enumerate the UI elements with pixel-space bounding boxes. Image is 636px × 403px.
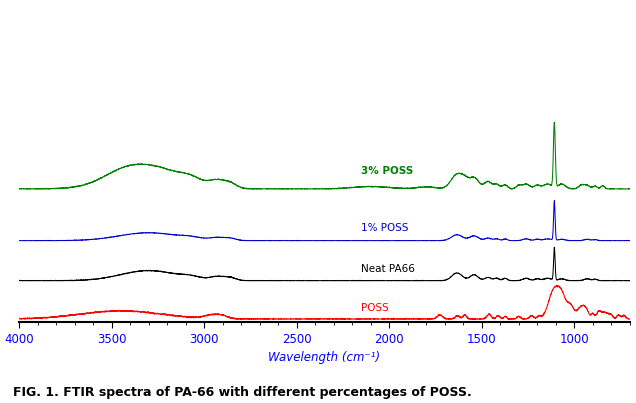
Text: 3% POSS: 3% POSS xyxy=(361,166,413,176)
Text: Neat PA66: Neat PA66 xyxy=(361,264,415,274)
Text: FIG. 1. FTIR spectra of PA-66 with different percentages of POSS.: FIG. 1. FTIR spectra of PA-66 with diffe… xyxy=(13,386,471,399)
X-axis label: Wavelength (cm⁻¹): Wavelength (cm⁻¹) xyxy=(268,351,380,364)
Text: 1% POSS: 1% POSS xyxy=(361,222,409,233)
Text: POSS: POSS xyxy=(361,303,389,313)
